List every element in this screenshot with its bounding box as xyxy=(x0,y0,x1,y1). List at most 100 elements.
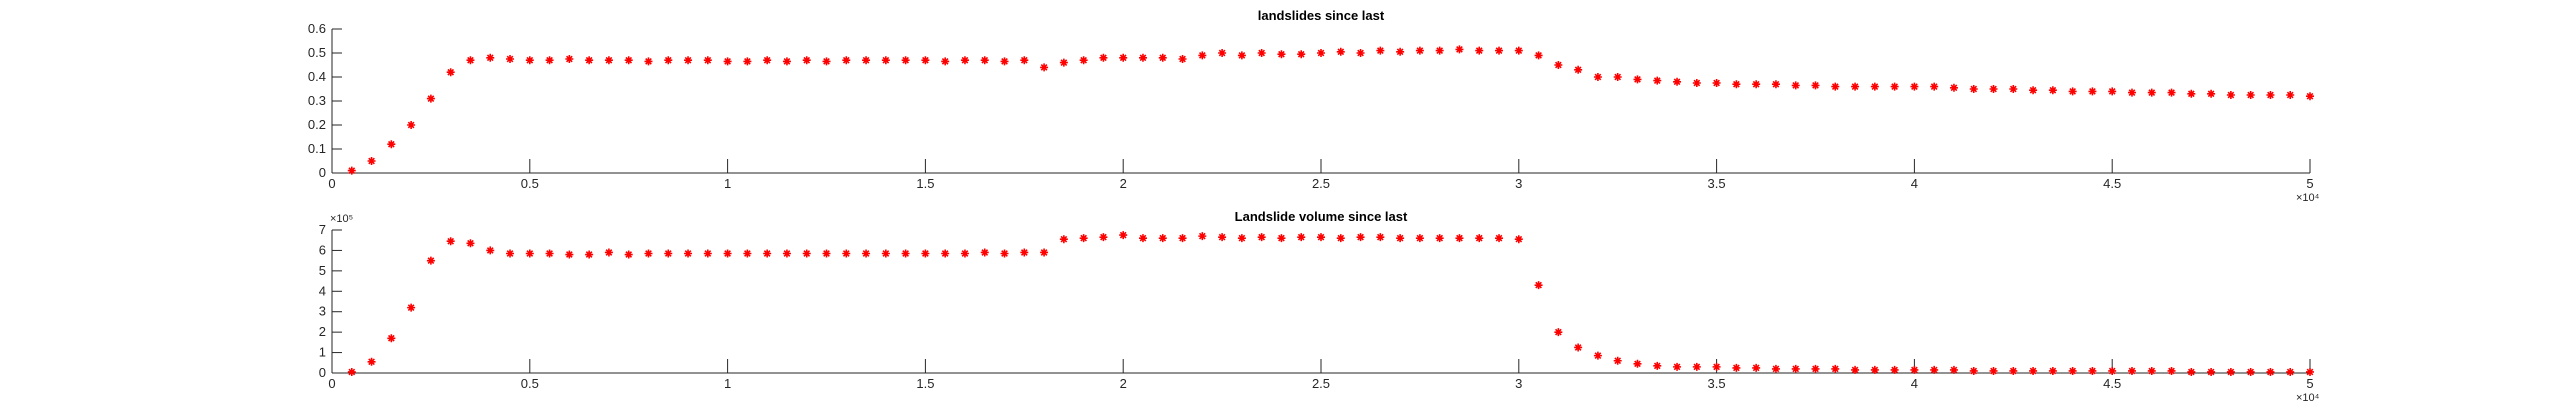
point xyxy=(1771,364,1780,373)
point xyxy=(1910,365,1919,374)
point xyxy=(367,357,376,366)
point xyxy=(1712,79,1721,87)
point xyxy=(1613,73,1622,81)
point xyxy=(585,56,594,65)
point xyxy=(426,94,435,103)
point xyxy=(2286,367,2295,376)
point xyxy=(980,56,989,65)
point xyxy=(2306,92,2314,101)
y-tick-label: 0 xyxy=(319,365,326,380)
point xyxy=(1692,79,1701,87)
point xyxy=(1534,51,1543,60)
point xyxy=(2029,366,2038,375)
point xyxy=(407,303,416,312)
point xyxy=(2108,366,2117,375)
point xyxy=(1040,248,1049,257)
point xyxy=(1989,85,1998,93)
point xyxy=(466,56,475,65)
point xyxy=(763,249,772,258)
point xyxy=(1949,365,1958,374)
point xyxy=(1178,55,1187,63)
point xyxy=(2266,367,2275,376)
x-tick-label: 4 xyxy=(1911,176,1918,191)
point xyxy=(1138,234,1147,243)
point xyxy=(1455,234,1464,243)
point xyxy=(1831,82,1840,91)
point xyxy=(2009,366,2018,375)
point xyxy=(1277,50,1286,59)
point xyxy=(1475,234,1484,243)
point xyxy=(2009,85,2018,93)
point xyxy=(1119,231,1128,240)
point xyxy=(1851,82,1860,91)
point xyxy=(1574,343,1583,352)
point xyxy=(782,249,791,258)
point xyxy=(1000,249,1009,258)
point xyxy=(1158,53,1167,62)
x-tick-label: 1.5 xyxy=(916,176,934,191)
point xyxy=(506,55,515,63)
point xyxy=(2246,91,2255,99)
point xyxy=(1514,46,1523,55)
point xyxy=(1119,53,1128,62)
point xyxy=(644,57,653,66)
point xyxy=(960,56,969,65)
point xyxy=(1317,49,1325,57)
point xyxy=(2167,88,2176,97)
point xyxy=(1218,49,1227,57)
y-multiplier: ×10⁵ xyxy=(330,213,353,225)
x-tick-label: 3.5 xyxy=(1708,176,1726,191)
point xyxy=(1059,235,1068,244)
x-multiplier: ×10⁴ xyxy=(2296,392,2320,404)
point xyxy=(822,249,831,258)
x-tick-label: 0.5 xyxy=(521,376,539,391)
point xyxy=(822,57,831,66)
point xyxy=(1851,365,1860,374)
point xyxy=(842,249,851,258)
point xyxy=(545,249,554,258)
point xyxy=(1593,73,1602,81)
point xyxy=(1554,61,1563,69)
point xyxy=(2226,91,2235,99)
point xyxy=(1534,281,1543,290)
point xyxy=(2127,88,2136,97)
point xyxy=(1791,81,1800,90)
point xyxy=(387,334,396,343)
point xyxy=(1356,49,1365,57)
point xyxy=(486,246,495,255)
x-tick-label: 5 xyxy=(2306,176,2313,191)
point xyxy=(2108,87,2117,96)
x-tick-label: 0 xyxy=(328,376,335,391)
point xyxy=(525,56,534,65)
point xyxy=(585,250,594,259)
y-tick-label: 4 xyxy=(319,283,326,298)
x-tick-label: 2 xyxy=(1120,376,1127,391)
point xyxy=(743,57,752,66)
point xyxy=(1969,85,1978,93)
point xyxy=(604,56,613,65)
x-tick-label: 3.5 xyxy=(1708,376,1726,391)
point xyxy=(426,256,435,265)
point xyxy=(2048,86,2057,95)
point xyxy=(1910,82,1919,91)
point xyxy=(2187,367,2196,376)
point xyxy=(1158,234,1167,243)
point xyxy=(1198,51,1207,60)
point xyxy=(723,249,732,258)
x-tick-label: 3 xyxy=(1515,376,1522,391)
point xyxy=(1277,234,1286,243)
point xyxy=(2226,367,2235,376)
point xyxy=(1000,57,1009,66)
point xyxy=(2207,367,2216,376)
point xyxy=(1969,366,1978,375)
point xyxy=(1495,234,1504,243)
point xyxy=(525,249,534,258)
point xyxy=(2266,91,2275,99)
point xyxy=(1633,75,1642,84)
point xyxy=(2068,366,2077,375)
point xyxy=(545,56,554,65)
point xyxy=(684,249,693,258)
point xyxy=(664,249,673,258)
point xyxy=(1059,58,1068,67)
y-tick-label: 0.3 xyxy=(308,93,326,108)
